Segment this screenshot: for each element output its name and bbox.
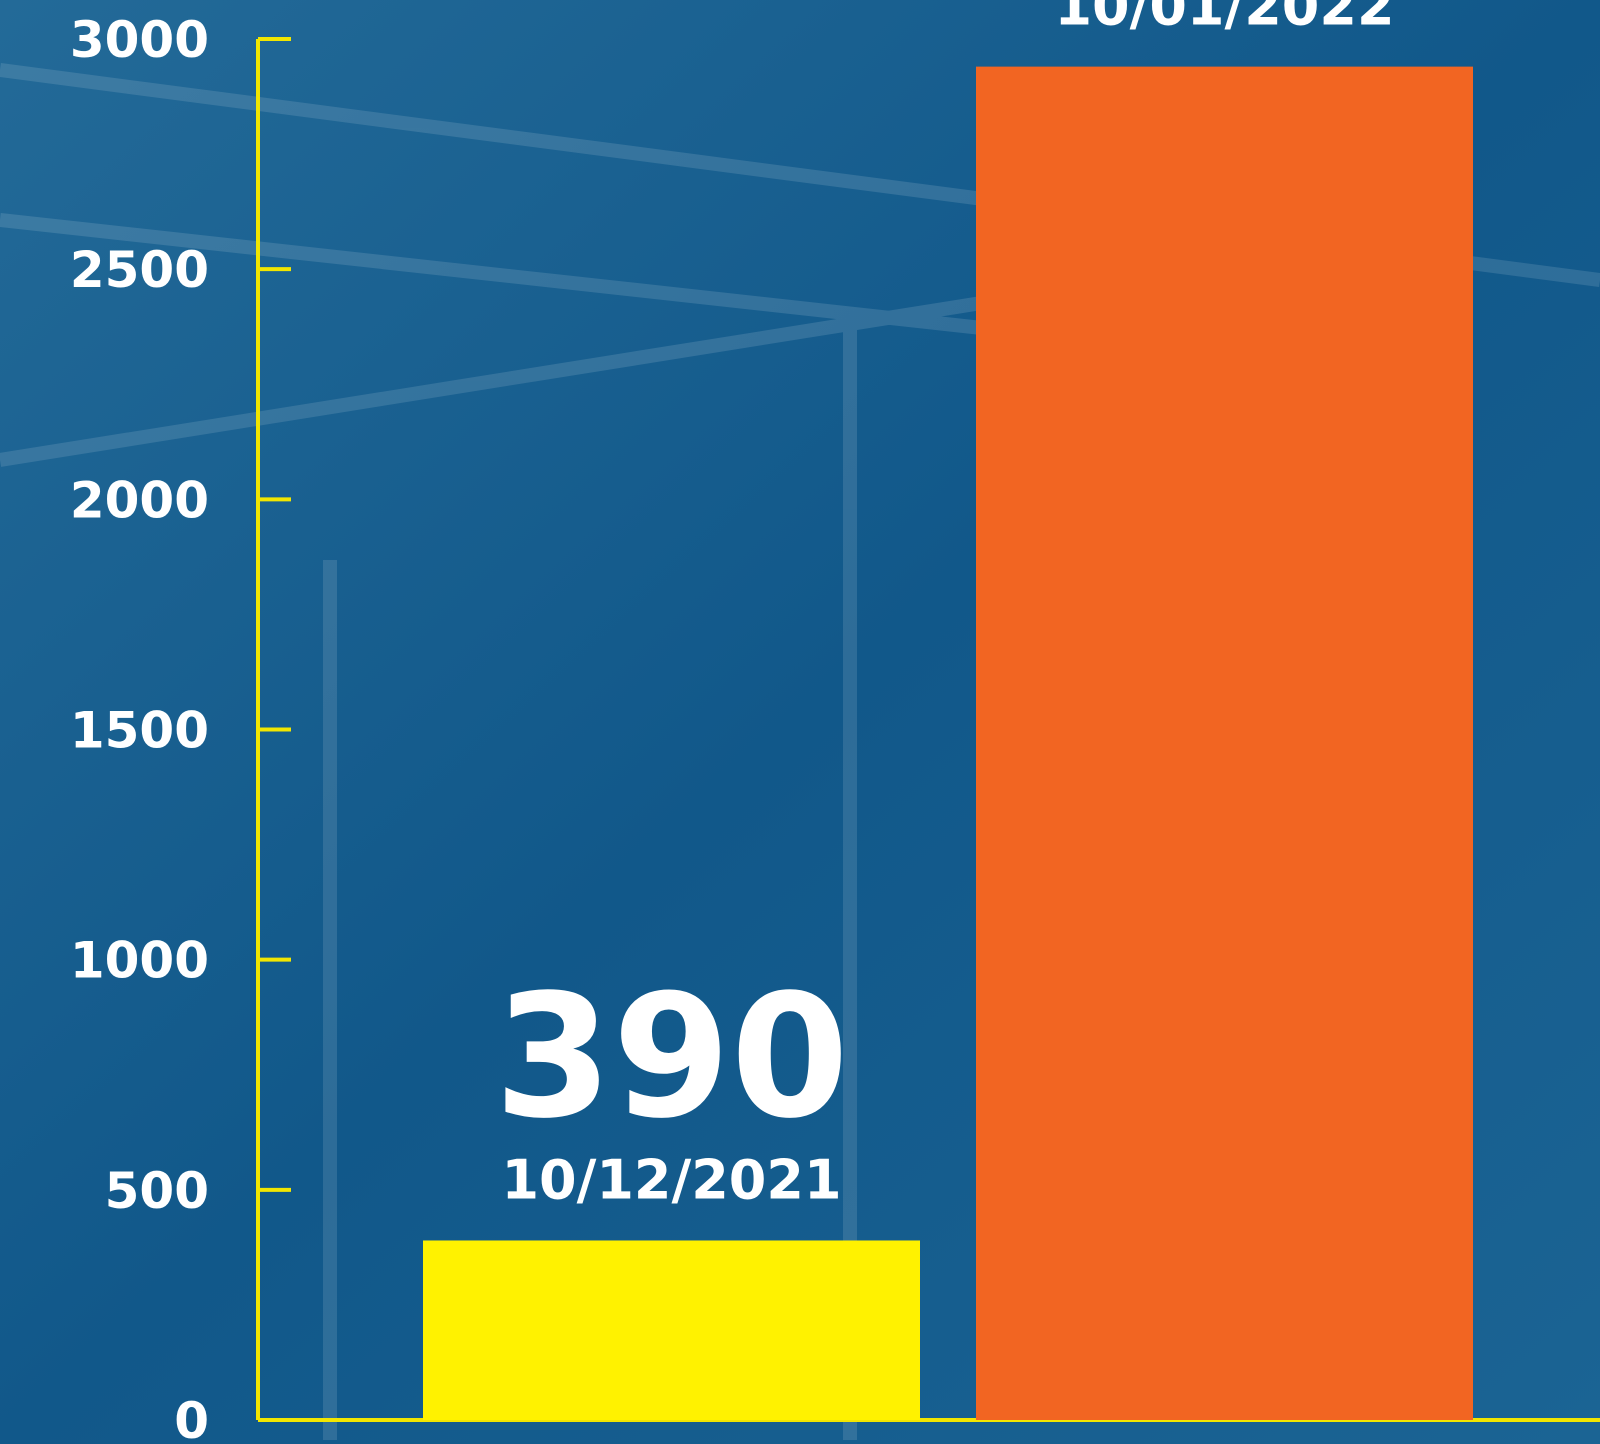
bar [423,1240,920,1420]
value-label: 390 [494,958,849,1156]
category-label: 10/01/2022 [1054,0,1394,38]
page: {"chart_data": {"type": "bar", "categori… [0,0,1600,1444]
y-tick-label: 2000 [70,471,209,529]
y-tick-label: 500 [105,1162,209,1220]
y-tick-label: 0 [174,1392,209,1444]
y-tick-label: 1500 [70,702,209,760]
y-tick-label: 1000 [70,932,209,990]
chart: 0 500 1000 1500 2000 2500 3000 10/12/2021390 10/… [0,0,1600,1444]
y-tick-label: 2500 [70,241,209,299]
category-label: 10/12/2021 [501,1148,841,1211]
y-tick-label: 3000 [70,11,209,69]
bar [976,67,1473,1420]
